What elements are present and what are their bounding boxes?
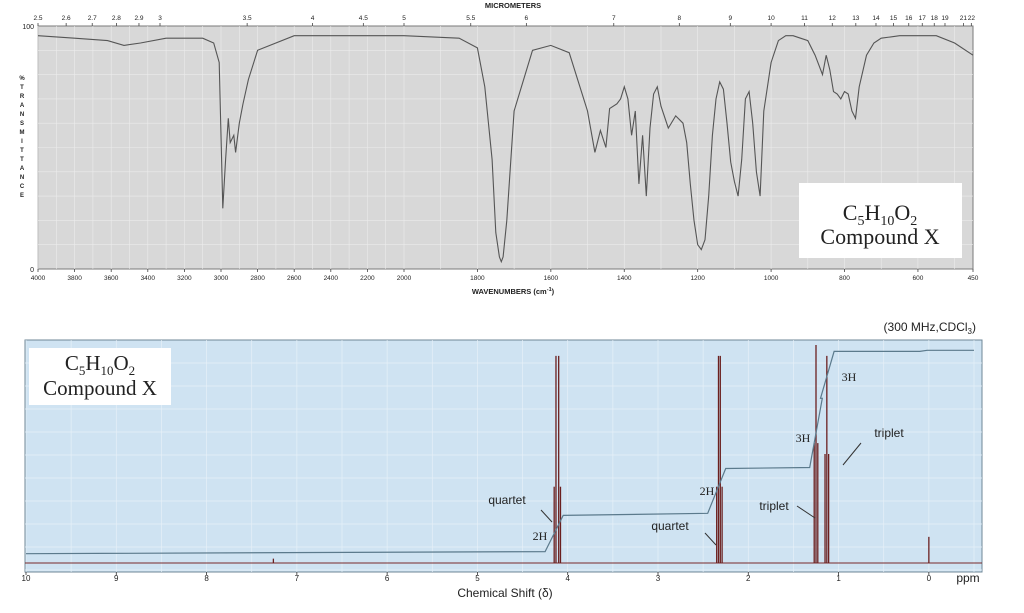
nmr-compound-name: Compound X xyxy=(43,376,157,400)
ir-wn-tick-label: 2000 xyxy=(397,275,412,282)
nmr-xtick-label: 5 xyxy=(475,574,480,583)
nmr-grid xyxy=(25,340,982,572)
nmr-xaxis-ticks: 10 9 8 7 6 5 4 3 2 1 0 xyxy=(22,572,932,583)
ir-mu-tick-label: 4 xyxy=(311,15,315,22)
nmr-compound-box xyxy=(29,348,171,405)
nmr-xtick-label: 1 xyxy=(836,574,841,583)
ir-wavenumber-ticks: 4000 3800 3600 3400 3200 3000 2800 2600 2400 2200… xyxy=(31,269,979,282)
ir-xaxis-label: WAVENUMBERS (cm-1) xyxy=(472,287,555,296)
nmr-xaxis-label: Chemical Shift (δ) xyxy=(457,586,552,600)
ir-wn-tick-label: 800 xyxy=(839,275,850,282)
nmr-xtick-label: 2 xyxy=(746,574,751,583)
ir-mu-tick-label: 11 xyxy=(801,15,808,22)
ir-grid xyxy=(37,26,973,269)
ir-wn-tick-label: 4000 xyxy=(31,275,46,282)
ir-mu-tick-label: 2.9 xyxy=(134,15,143,22)
annotation-triplet-1.13: triplet xyxy=(874,426,904,440)
annotation-triplet-1.25: triplet xyxy=(759,499,789,513)
ir-wn-tick-label: 450 xyxy=(968,275,979,282)
nmr-xtick-label: 4 xyxy=(565,574,570,583)
ir-wn-tick-label: 2200 xyxy=(360,275,375,282)
ir-mu-tick-label: 17 xyxy=(919,15,927,22)
annotation-3H-1.25: 3H xyxy=(796,431,811,445)
ir-mu-tick-label: 9 xyxy=(728,15,732,22)
nmr-integral-line xyxy=(25,349,974,555)
ir-mu-tick-label: 14 xyxy=(872,15,880,22)
nmr-ppm-unit: ppm xyxy=(956,571,979,585)
ir-mu-tick-label: 21 xyxy=(960,15,968,22)
ir-wn-tick-label: 1000 xyxy=(764,275,779,282)
nmr-xtick-label: 3 xyxy=(656,574,661,583)
ir-mu-tick-label: 2.6 xyxy=(62,15,71,22)
nmr-xtick-label: 6 xyxy=(385,574,390,583)
ir-mu-tick-label: 3 xyxy=(158,15,162,22)
nmr-xtick-label: 0 xyxy=(927,574,932,583)
ir-mu-tick-label: 5 xyxy=(402,15,406,22)
ir-mu-tick-label: 6 xyxy=(525,15,529,22)
annotation-2H-2.3: 2H xyxy=(700,484,715,498)
nmr-peaks xyxy=(272,345,930,563)
annotation-2H-4.1: 2H xyxy=(533,529,548,543)
nmr-xtick-label: 10 xyxy=(22,574,31,583)
nmr-spectrum-chart: (300 MHz,CDCl3) 10 9 8 7 6 5 4 3 2 1 0 ppm Chemica… xyxy=(22,320,983,600)
ir-wn-tick-label: 1800 xyxy=(470,275,485,282)
ir-wn-tick-label: 1400 xyxy=(617,275,632,282)
ir-mu-tick-label: 22 xyxy=(968,15,976,22)
ir-mu-tick-label: 15 xyxy=(890,15,898,22)
ir-mu-tick-label: 5.5 xyxy=(466,15,475,22)
ir-wn-tick-label: 1600 xyxy=(544,275,559,282)
ir-yaxis-label: % T R A N S M I T T A N C E xyxy=(19,76,25,199)
ir-wn-tick-label: 2400 xyxy=(324,275,339,282)
nmr-compound-formula: C5H10O2 xyxy=(65,351,135,378)
ir-mu-tick-label: 10 xyxy=(767,15,775,22)
ir-compound-name: Compound X xyxy=(820,224,939,249)
ir-mu-tick-label: 4.5 xyxy=(359,15,368,22)
ir-wn-tick-label: 2600 xyxy=(287,275,302,282)
ir-mu-tick-label: 3.5 xyxy=(243,15,252,22)
ir-wn-tick-label: 3600 xyxy=(104,275,119,282)
ir-mu-tick-label: 13 xyxy=(852,15,860,22)
ir-mu-tick-label: 2.5 xyxy=(33,15,42,22)
ir-micrometers-label: MICROMETERS xyxy=(485,1,541,10)
ir-wn-tick-label: 3800 xyxy=(67,275,82,282)
ir-wn-tick-label: 600 xyxy=(913,275,924,282)
ir-ytick-0: 0 xyxy=(30,267,34,274)
ir-spectrum-chart: 2.5 2.6 2.7 2.8 2.9 3 3.5 4 4.5 5 5.5 6 7 8 9 10 11 12 13 1… xyxy=(0,0,1024,305)
ir-mu-tick-label: 18 xyxy=(931,15,939,22)
ir-wn-tick-label: 1200 xyxy=(690,275,705,282)
ir-mu-tick-label: 19 xyxy=(941,15,949,22)
annotation-3H-1.13: 3H xyxy=(842,370,857,384)
nmr-plot-area xyxy=(24,339,983,573)
ir-micrometer-ticks: 2.5 2.6 2.7 2.8 2.9 3 3.5 4 4.5 5 5.5 6 7 8 9 10 11 12 13 1… xyxy=(33,15,975,26)
ir-wn-tick-label: 3000 xyxy=(214,275,229,282)
ir-wn-tick-label: 3400 xyxy=(141,275,156,282)
ir-ytick-100: 100 xyxy=(22,24,34,31)
ir-mu-tick-label: 2.7 xyxy=(88,15,97,22)
annotation-quartet-4.1: quartet xyxy=(488,493,526,507)
annotation-triplet-1.25-leader xyxy=(796,505,816,519)
nmr-xtick-label: 9 xyxy=(114,574,119,583)
ir-mu-tick-label: 8 xyxy=(678,15,682,22)
nmr-conditions-label: (300 MHz,CDCl3) xyxy=(884,320,976,336)
nmr-xtick-label: 7 xyxy=(295,574,300,583)
annotation-triplet-1.13-leader xyxy=(842,442,862,466)
annotation-quartet-4.1-leader xyxy=(540,509,553,523)
ir-mu-tick-label: 2.8 xyxy=(112,15,121,22)
ir-spectrum-line xyxy=(37,35,974,264)
ir-compound-box xyxy=(799,183,962,258)
ir-mu-tick-label: 16 xyxy=(905,15,913,22)
ir-wn-tick-label: 2800 xyxy=(250,275,265,282)
ir-wn-tick-label: 3200 xyxy=(177,275,192,282)
ir-mu-tick-label: 12 xyxy=(829,15,837,22)
annotation-quartet-2.3-leader xyxy=(704,532,717,546)
ir-compound-formula: C5H10O2 xyxy=(843,200,917,229)
ir-mu-tick-label: 7 xyxy=(612,15,616,22)
annotation-quartet-2.3: quartet xyxy=(651,519,689,533)
nmr-xtick-label: 8 xyxy=(204,574,209,583)
